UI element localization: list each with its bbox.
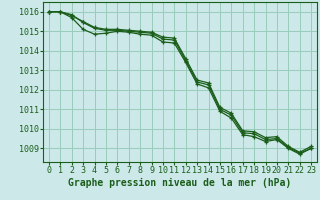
X-axis label: Graphe pression niveau de la mer (hPa): Graphe pression niveau de la mer (hPa) bbox=[68, 178, 292, 188]
